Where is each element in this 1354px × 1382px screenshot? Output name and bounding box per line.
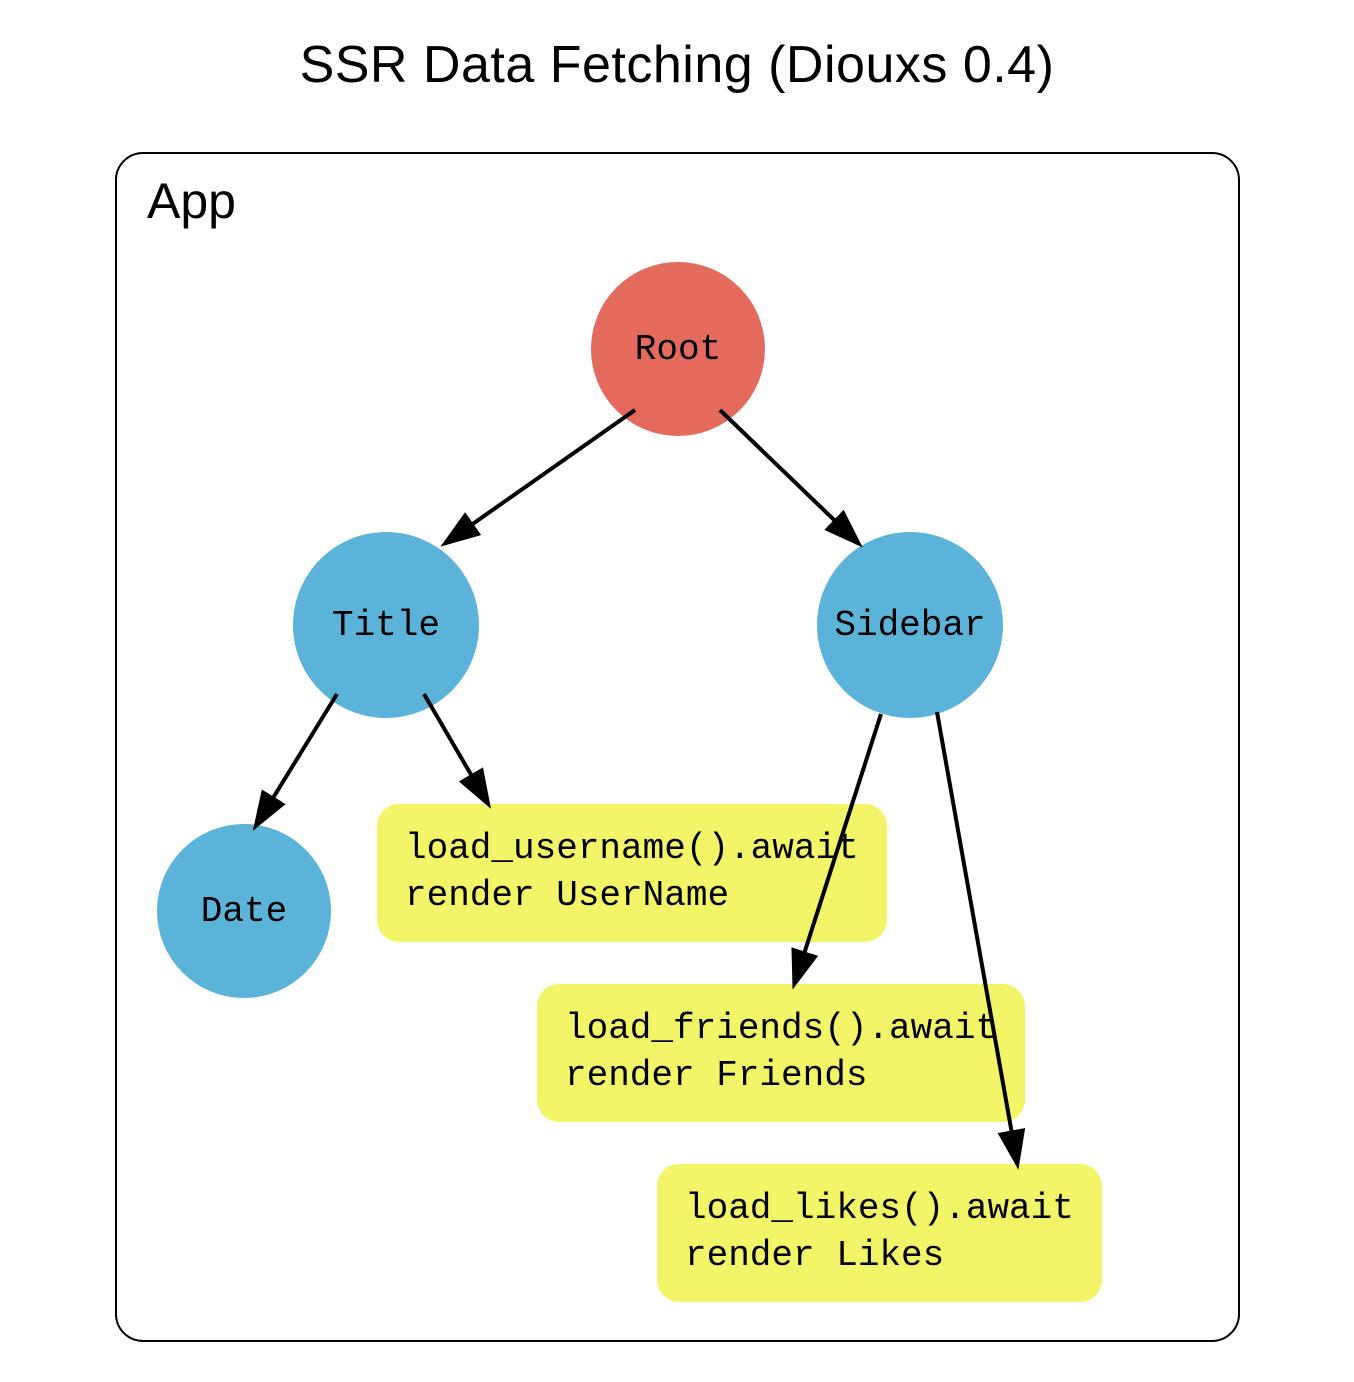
node-date-label: Date bbox=[201, 891, 287, 932]
page-title: SSR Data Fetching (Diouxs 0.4) bbox=[0, 35, 1354, 95]
node-title: Title bbox=[293, 532, 479, 718]
node-sidebar: Sidebar bbox=[817, 532, 1003, 718]
node-root-label: Root bbox=[635, 329, 721, 370]
node-username: load_username().await render UserName bbox=[377, 804, 887, 942]
node-root: Root bbox=[591, 262, 765, 436]
node-likes: load_likes().await render Likes bbox=[657, 1164, 1102, 1302]
app-container: App Root Title Sidebar Date load_usernam… bbox=[115, 152, 1240, 1342]
container-label: App bbox=[147, 172, 236, 230]
edge-title-username bbox=[424, 694, 487, 802]
node-sidebar-label: Sidebar bbox=[834, 605, 985, 646]
node-title-label: Title bbox=[332, 605, 440, 646]
edge-root-sidebar bbox=[720, 410, 857, 542]
edge-root-title bbox=[447, 410, 635, 542]
node-date: Date bbox=[157, 824, 331, 998]
node-friends: load_friends().await render Friends bbox=[537, 984, 1025, 1122]
edge-title-date bbox=[257, 694, 337, 824]
